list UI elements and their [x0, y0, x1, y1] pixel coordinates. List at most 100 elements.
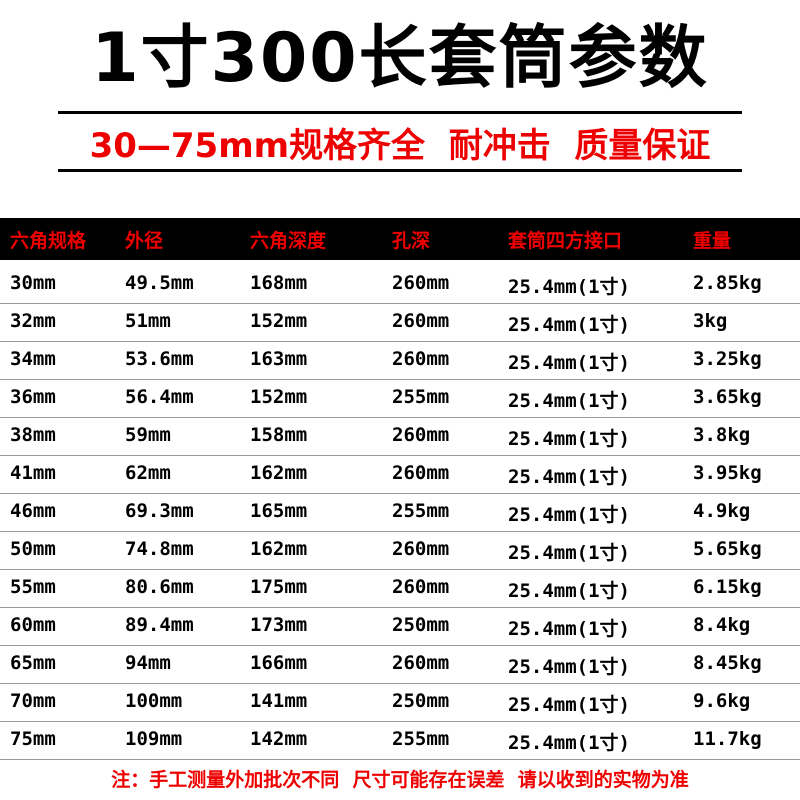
table-cell: 69.3mm	[125, 500, 194, 522]
table-cell: 11.7kg	[693, 728, 762, 750]
table-cell: 50mm	[10, 538, 56, 560]
table-cell: 25.4mm(1寸)	[508, 466, 630, 488]
column-header: 六角深度	[250, 230, 327, 252]
table-cell: 3.8kg	[693, 424, 751, 446]
table-cell: 173mm	[250, 614, 308, 636]
subtitle: 30—75mm规格齐全 耐冲击 质量保证	[89, 126, 711, 166]
column-header: 外径	[125, 230, 164, 252]
table-row: 41mm 62mm 162mm 260mm 25.4mm(1寸) 3.95kg	[0, 455, 800, 494]
table-cell: 89.4mm	[125, 614, 194, 636]
table-cell: 5.65kg	[693, 538, 762, 560]
table-cell: 46mm	[10, 500, 56, 522]
table-row: 55mm 80.6mm 175mm 260mm 25.4mm(1寸) 6.15kg	[0, 569, 800, 608]
column-header: 重量	[693, 230, 732, 252]
table-cell: 8.4kg	[693, 614, 751, 636]
table-cell: 25.4mm(1寸)	[508, 732, 630, 754]
divider	[58, 169, 742, 172]
table-cell: 25.4mm(1寸)	[508, 580, 630, 602]
table-cell: 260mm	[392, 310, 450, 332]
table-cell: 25.4mm(1寸)	[508, 656, 630, 678]
table-cell: 30mm	[10, 272, 56, 294]
table-cell: 260mm	[392, 348, 450, 370]
table-cell: 25.4mm(1寸)	[508, 694, 630, 716]
table-cell: 260mm	[392, 424, 450, 446]
table-cell: 260mm	[392, 576, 450, 598]
table-cell: 36mm	[10, 386, 56, 408]
table-cell: 59mm	[125, 424, 171, 446]
table-row: 65mm 94mm 166mm 260mm 25.4mm(1寸) 8.45kg	[0, 645, 800, 684]
table-cell: 38mm	[10, 424, 56, 446]
table-cell: 162mm	[250, 538, 308, 560]
table-cell: 65mm	[10, 652, 56, 674]
table-cell: 260mm	[392, 652, 450, 674]
table-cell: 255mm	[392, 728, 450, 750]
table-cell: 109mm	[125, 728, 183, 750]
table-cell: 55mm	[10, 576, 56, 598]
table-cell: 255mm	[392, 500, 450, 522]
table-cell: 51mm	[125, 310, 171, 332]
table-cell: 158mm	[250, 424, 308, 446]
footer-note: 注：手工测量外加批次不同 尺寸可能存在误差 请以收到的实物为准	[111, 769, 689, 791]
table-row: 34mm 53.6mm 163mm 260mm 25.4mm(1寸) 3.25kg	[0, 341, 800, 380]
table-cell: 162mm	[250, 462, 308, 484]
table-row: 70mm 100mm 141mm 250mm 25.4mm(1寸) 9.6kg	[0, 683, 800, 722]
table-cell: 32mm	[10, 310, 56, 332]
table-cell: 9.6kg	[693, 690, 751, 712]
table-cell: 255mm	[392, 386, 450, 408]
table-row: 30mm 49.5mm 168mm 260mm 25.4mm(1寸) 2.85kg	[0, 265, 800, 304]
table-cell: 250mm	[392, 614, 450, 636]
table-header: 六角规格 外径 六角深度 孔深 套筒四方接口 重量	[0, 218, 800, 260]
table-cell: 70mm	[10, 690, 56, 712]
table-cell: 142mm	[250, 728, 308, 750]
table-cell: 25.4mm(1寸)	[508, 542, 630, 564]
table-cell: 25.4mm(1寸)	[508, 428, 630, 450]
table-cell: 168mm	[250, 272, 308, 294]
table-row: 36mm 56.4mm 152mm 255mm 25.4mm(1寸) 3.65kg	[0, 379, 800, 418]
table-row: 46mm 69.3mm 165mm 255mm 25.4mm(1寸) 4.9kg	[0, 493, 800, 532]
table-cell: 260mm	[392, 538, 450, 560]
table-cell: 152mm	[250, 386, 308, 408]
table-cell: 141mm	[250, 690, 308, 712]
column-header: 六角规格	[10, 230, 87, 252]
table-cell: 25.4mm(1寸)	[508, 352, 630, 374]
divider	[58, 111, 742, 114]
table-cell: 4.9kg	[693, 500, 751, 522]
table-cell: 175mm	[250, 576, 308, 598]
table-cell: 25.4mm(1寸)	[508, 390, 630, 412]
table-cell: 62mm	[125, 462, 171, 484]
table-cell: 2.85kg	[693, 272, 762, 294]
table-row: 60mm 89.4mm 173mm 250mm 25.4mm(1寸) 8.4kg	[0, 607, 800, 646]
table-cell: 49.5mm	[125, 272, 194, 294]
table-cell: 41mm	[10, 462, 56, 484]
table-cell: 260mm	[392, 462, 450, 484]
table-cell: 60mm	[10, 614, 56, 636]
table-cell: 74.8mm	[125, 538, 194, 560]
table-cell: 75mm	[10, 728, 56, 750]
table-row: 38mm 59mm 158mm 260mm 25.4mm(1寸) 3.8kg	[0, 417, 800, 456]
table-cell: 250mm	[392, 690, 450, 712]
table-cell: 3kg	[693, 310, 728, 332]
table-cell: 25.4mm(1寸)	[508, 504, 630, 526]
column-header: 套筒四方接口	[508, 230, 623, 252]
table-cell: 94mm	[125, 652, 171, 674]
title: 1寸300长套筒参数	[91, 19, 709, 98]
table-cell: 152mm	[250, 310, 308, 332]
table-cell: 34mm	[10, 348, 56, 370]
table-cell: 8.45kg	[693, 652, 762, 674]
table-cell: 6.15kg	[693, 576, 762, 598]
table-cell: 163mm	[250, 348, 308, 370]
table-cell: 100mm	[125, 690, 183, 712]
table-row: 50mm 74.8mm 162mm 260mm 25.4mm(1寸) 5.65kg	[0, 531, 800, 570]
table-cell: 3.95kg	[693, 462, 762, 484]
table-cell: 53.6mm	[125, 348, 194, 370]
table-cell: 56.4mm	[125, 386, 194, 408]
table-cell: 3.25kg	[693, 348, 762, 370]
table-cell: 165mm	[250, 500, 308, 522]
table-cell: 260mm	[392, 272, 450, 294]
column-header: 孔深	[392, 230, 431, 252]
table-row: 32mm 51mm 152mm 260mm 25.4mm(1寸) 3kg	[0, 303, 800, 342]
table-cell: 3.65kg	[693, 386, 762, 408]
table-cell: 25.4mm(1寸)	[508, 618, 630, 640]
table-cell: 25.4mm(1寸)	[508, 276, 630, 298]
